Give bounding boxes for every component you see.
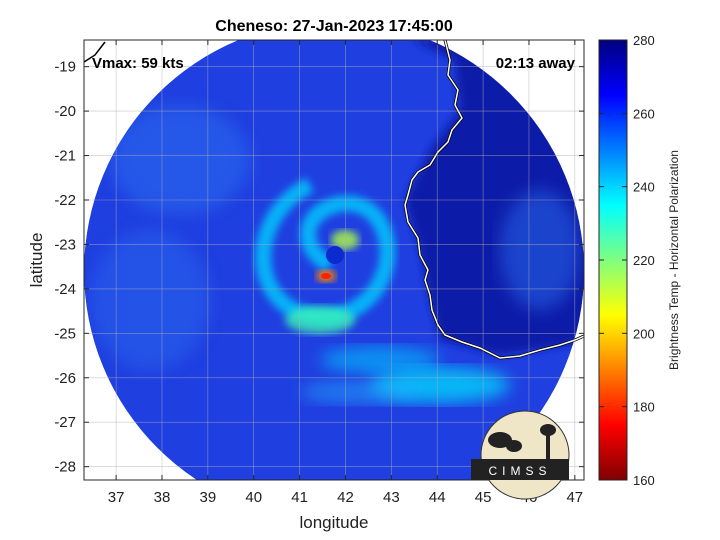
x-tick-label: 40 <box>245 489 262 506</box>
y-tick-label: -21 <box>54 148 76 165</box>
colorbar-tick-label: 180 <box>633 400 655 415</box>
colorbar-tick-label: 160 <box>633 473 655 488</box>
y-tick-label: -24 <box>54 281 76 298</box>
colorbar-tick-label: 260 <box>633 106 655 121</box>
chart-title: Cheneso: 27-Jan-2023 17:45:00 <box>215 18 453 35</box>
x-tick-label: 47 <box>566 489 583 506</box>
x-tick-label: 43 <box>383 489 400 506</box>
x-tick-label: 45 <box>475 489 492 506</box>
logo-text: CIMSS <box>488 464 551 478</box>
colorbar-tick-label: 220 <box>633 253 655 268</box>
cimss-logo: CIMSS <box>471 410 570 500</box>
y-tick-label: -28 <box>54 459 76 476</box>
vmax-annotation: Vmax: 59 kts <box>92 55 184 72</box>
y-tick-label: -27 <box>54 414 76 431</box>
colorbar-label: Brightness Temp - Horizontal Polarizatio… <box>667 150 681 370</box>
y-tick-label: -23 <box>54 236 76 253</box>
x-tick-label: 44 <box>429 489 446 506</box>
y-tick-label: -22 <box>54 192 76 209</box>
x-tick-label: 41 <box>291 489 308 506</box>
colorbar-tick-label: 200 <box>633 326 655 341</box>
y-tick-label: -25 <box>54 325 76 342</box>
x-tick-label: 42 <box>337 489 354 506</box>
x-tick-label: 39 <box>200 489 217 506</box>
x-tick-label: 37 <box>108 489 125 506</box>
y-tick-label: -26 <box>54 370 76 387</box>
time-away-annotation: 02:13 away <box>496 55 576 72</box>
y-ticks: -19 -20 -21 -22 -23 -24 -25 -26 -27 -28 <box>54 59 584 476</box>
y-axis-label: latitude <box>27 233 46 288</box>
x-tick-label: 38 <box>154 489 171 506</box>
plot-border <box>83 39 585 481</box>
y-tick-label: -19 <box>54 59 76 76</box>
y-tick-label: -20 <box>54 103 76 120</box>
x-ticks: 3738394041424344454647 <box>108 40 583 506</box>
colorbar-tick-label: 240 <box>633 180 655 195</box>
x-axis-label: longitude <box>299 513 368 532</box>
colorbar-tick-label: 280 <box>633 33 655 48</box>
colorbar-ticks: 160 180 200 220 240 260 280 <box>599 33 655 488</box>
